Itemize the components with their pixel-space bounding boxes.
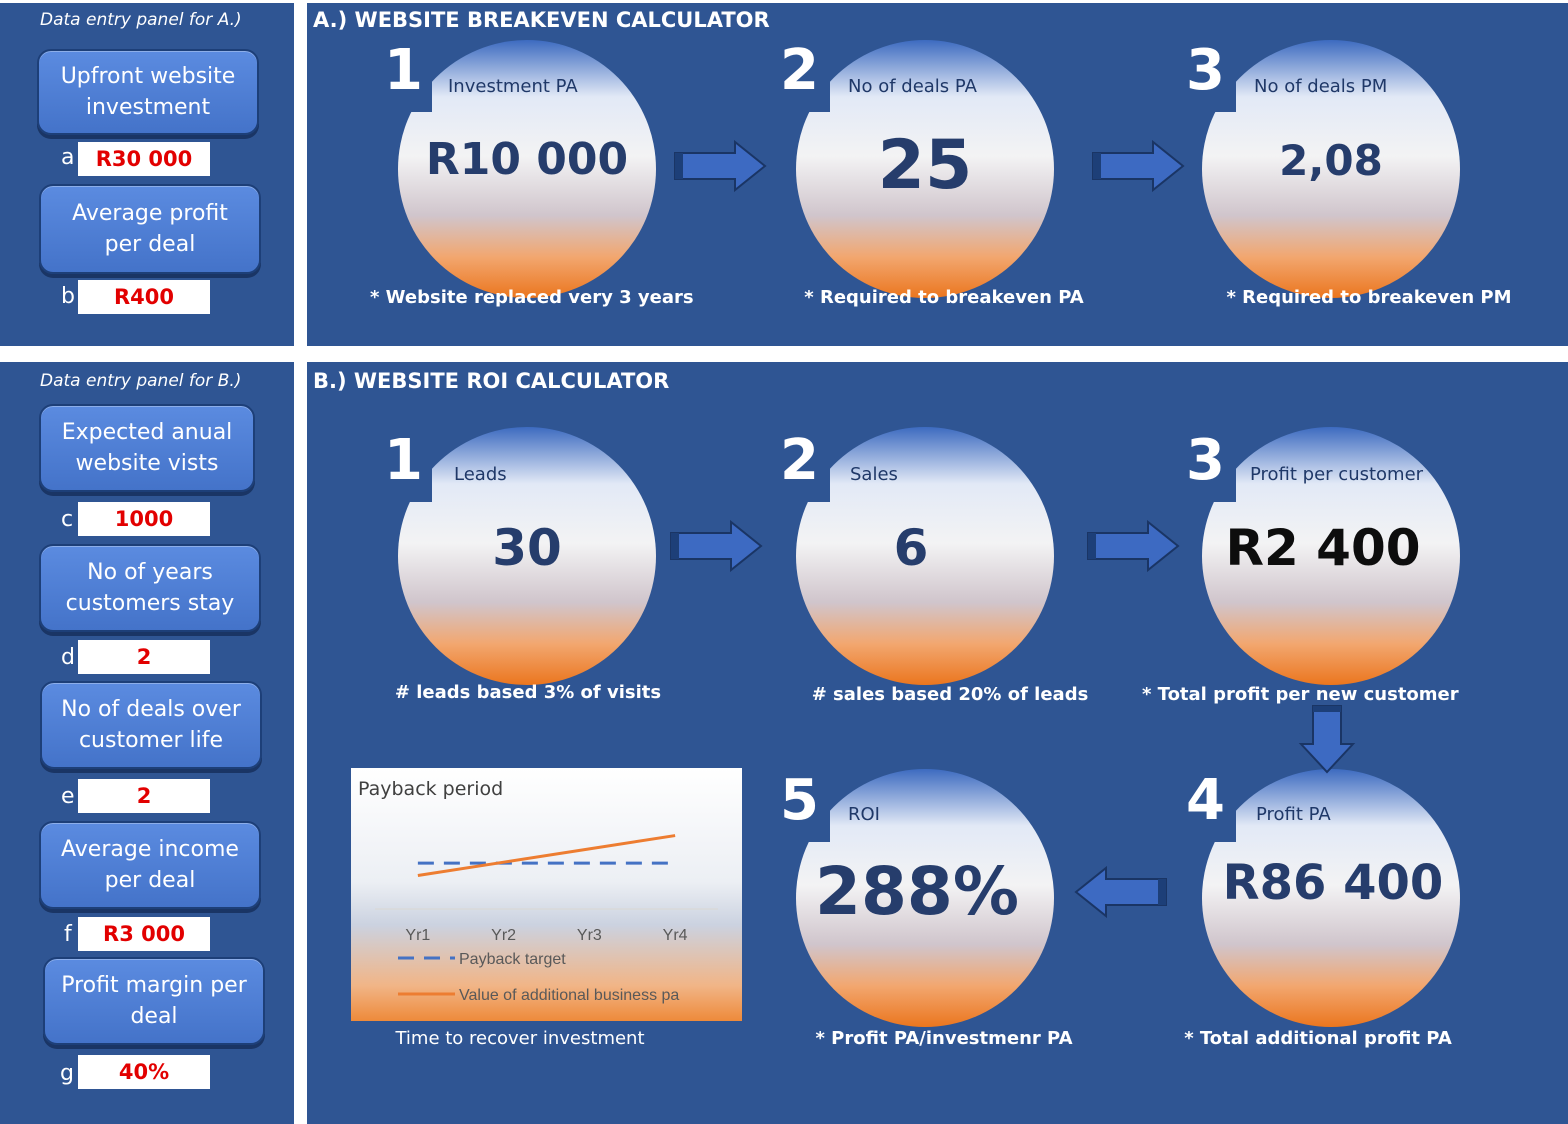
average-income-input[interactable]: R3 000 [78, 917, 210, 951]
button-label: Average income per deal [61, 837, 239, 893]
label-tab [372, 38, 432, 112]
button-label: Upfront website investment [60, 64, 236, 120]
legend-label: Value of additional business pa [459, 987, 679, 1004]
right-arrow-icon [670, 519, 763, 573]
button-label: No of deals over customer life [61, 697, 241, 753]
profit-per-customer-label: Profit per customer [1250, 464, 1424, 485]
step-number: 4 [1186, 768, 1225, 833]
chart-caption: Time to recover investment [395, 1028, 645, 1049]
x-tick-label: Yr3 [577, 927, 602, 944]
years-customers-stay-input[interactable]: 2 [78, 640, 210, 674]
deals-pa-note: * Required to breakeven PA [804, 287, 1084, 308]
investment-pa-circle: R10 000 [398, 40, 656, 298]
leads-circle: 30 [398, 427, 656, 685]
button-label: No of years customers stay [65, 560, 235, 616]
label-tab [1176, 428, 1236, 502]
leads-label: Leads [454, 464, 507, 485]
label-tab [1176, 38, 1236, 112]
leads-value: 30 [492, 519, 562, 577]
field-letter: f [64, 922, 72, 947]
roi-note: * Profit PA/investmenr PA [815, 1028, 1073, 1049]
x-tick-label: Yr2 [491, 927, 516, 944]
deals-pm-circle: 2,08 [1202, 40, 1460, 298]
profit-margin-input[interactable]: 40% [78, 1055, 210, 1089]
right-arrow-icon [1092, 139, 1185, 193]
step-number: 2 [780, 428, 819, 493]
x-tick-label: Yr1 [405, 927, 430, 944]
field-letter: d [61, 645, 75, 670]
label-tab [770, 768, 830, 842]
sales-value: 6 [893, 519, 929, 577]
upfront-investment-button[interactable]: Upfront website investment [37, 49, 259, 135]
sales-label: Sales [850, 464, 898, 485]
field-letter: g [60, 1061, 74, 1086]
investment-pa-label: Investment PA [448, 76, 578, 97]
investment-pa-note: * Website replaced very 3 years [370, 287, 694, 308]
field-letter: c [61, 507, 74, 532]
label-tab [770, 38, 830, 112]
down-arrow-icon [1298, 705, 1356, 774]
average-income-button[interactable]: Average income per deal [39, 821, 261, 909]
button-label: Profit margin per deal [61, 973, 247, 1029]
profit-per-customer-value: R2 400 [1225, 519, 1421, 577]
deals-pm-note: * Required to breakeven PM [1226, 287, 1512, 308]
step-number: 1 [384, 38, 423, 103]
deals-pa-value: 25 [877, 126, 973, 205]
investment-pa-value: R10 000 [425, 134, 629, 185]
years-customers-stay-button[interactable]: No of years customers stay [39, 544, 261, 632]
deals-pm-label: No of deals PM [1254, 76, 1388, 97]
button-label: Average profit per deal [72, 201, 228, 257]
profit-pa-circle: R86 400 [1202, 769, 1460, 1027]
legend-label: Payback target [459, 951, 566, 968]
label-tab [770, 428, 830, 502]
series-line-2 [417, 834, 676, 877]
profit-pa-note: * Total additional profit PA [1184, 1028, 1452, 1049]
label-tab [1176, 768, 1236, 842]
roi-value: 288% [815, 853, 1019, 930]
step-number: 3 [1186, 428, 1225, 493]
step-number: 5 [780, 768, 819, 833]
profit-pa-value: R86 400 [1222, 855, 1444, 911]
field-letter: b [61, 284, 75, 309]
profit-per-customer-circle: R2 400 [1202, 427, 1460, 685]
chart-title: Payback period [358, 778, 504, 800]
field-letter: e [61, 784, 75, 809]
deals-customer-life-input[interactable]: 2 [78, 779, 210, 813]
annual-visits-input[interactable]: 1000 [78, 502, 210, 536]
roi-circle: 288% [796, 769, 1054, 1027]
right-arrow-icon [1087, 519, 1180, 573]
label-tab [372, 428, 432, 502]
right-arrow-icon [674, 139, 767, 193]
field-letter: a [61, 145, 75, 170]
panel-a-title: Data entry panel for A.) [40, 10, 242, 30]
panel-b-title: Data entry panel for B.) [40, 371, 242, 391]
sales-note: # sales based 20% of leads [811, 684, 1089, 705]
deals-pm-value: 2,08 [1279, 136, 1383, 185]
sales-circle: 6 [796, 427, 1054, 685]
payback-chart: Payback period Yr1 Yr2 Yr3 Yr4 Payback targe… [351, 768, 742, 1021]
leads-note: # leads based 3% of visits [394, 682, 662, 703]
profit-per-customer-note: * Total profit per new customer [1142, 684, 1459, 705]
left-arrow-icon [1074, 865, 1167, 919]
profit-margin-button[interactable]: Profit margin per deal [43, 957, 265, 1045]
step-number: 2 [780, 38, 819, 103]
upfront-investment-input[interactable]: R30 000 [78, 142, 210, 176]
chart-plot: Yr1 Yr2 Yr3 Yr4 Payback target Value of addit… [375, 834, 718, 1004]
deals-pa-label: No of deals PA [848, 76, 977, 97]
button-label: Expected anual website vists [61, 420, 233, 476]
step-number: 3 [1186, 38, 1225, 103]
average-profit-input[interactable]: R400 [78, 280, 210, 314]
section-b-title: B.) WEBSITE ROI CALCULATOR [313, 369, 670, 393]
roi-label: ROI [848, 804, 880, 825]
profit-pa-label: Profit PA [1256, 804, 1331, 825]
x-tick-label: Yr4 [663, 927, 688, 944]
deals-customer-life-button[interactable]: No of deals over customer life [40, 681, 262, 769]
average-profit-button[interactable]: Average profit per deal [39, 184, 261, 274]
annual-visits-button[interactable]: Expected anual website vists [39, 404, 255, 492]
deals-pa-circle: 25 [796, 40, 1054, 298]
section-a-title: A.) WEBSITE BREAKEVEN CALCULATOR [313, 8, 770, 32]
step-number: 1 [384, 428, 423, 493]
